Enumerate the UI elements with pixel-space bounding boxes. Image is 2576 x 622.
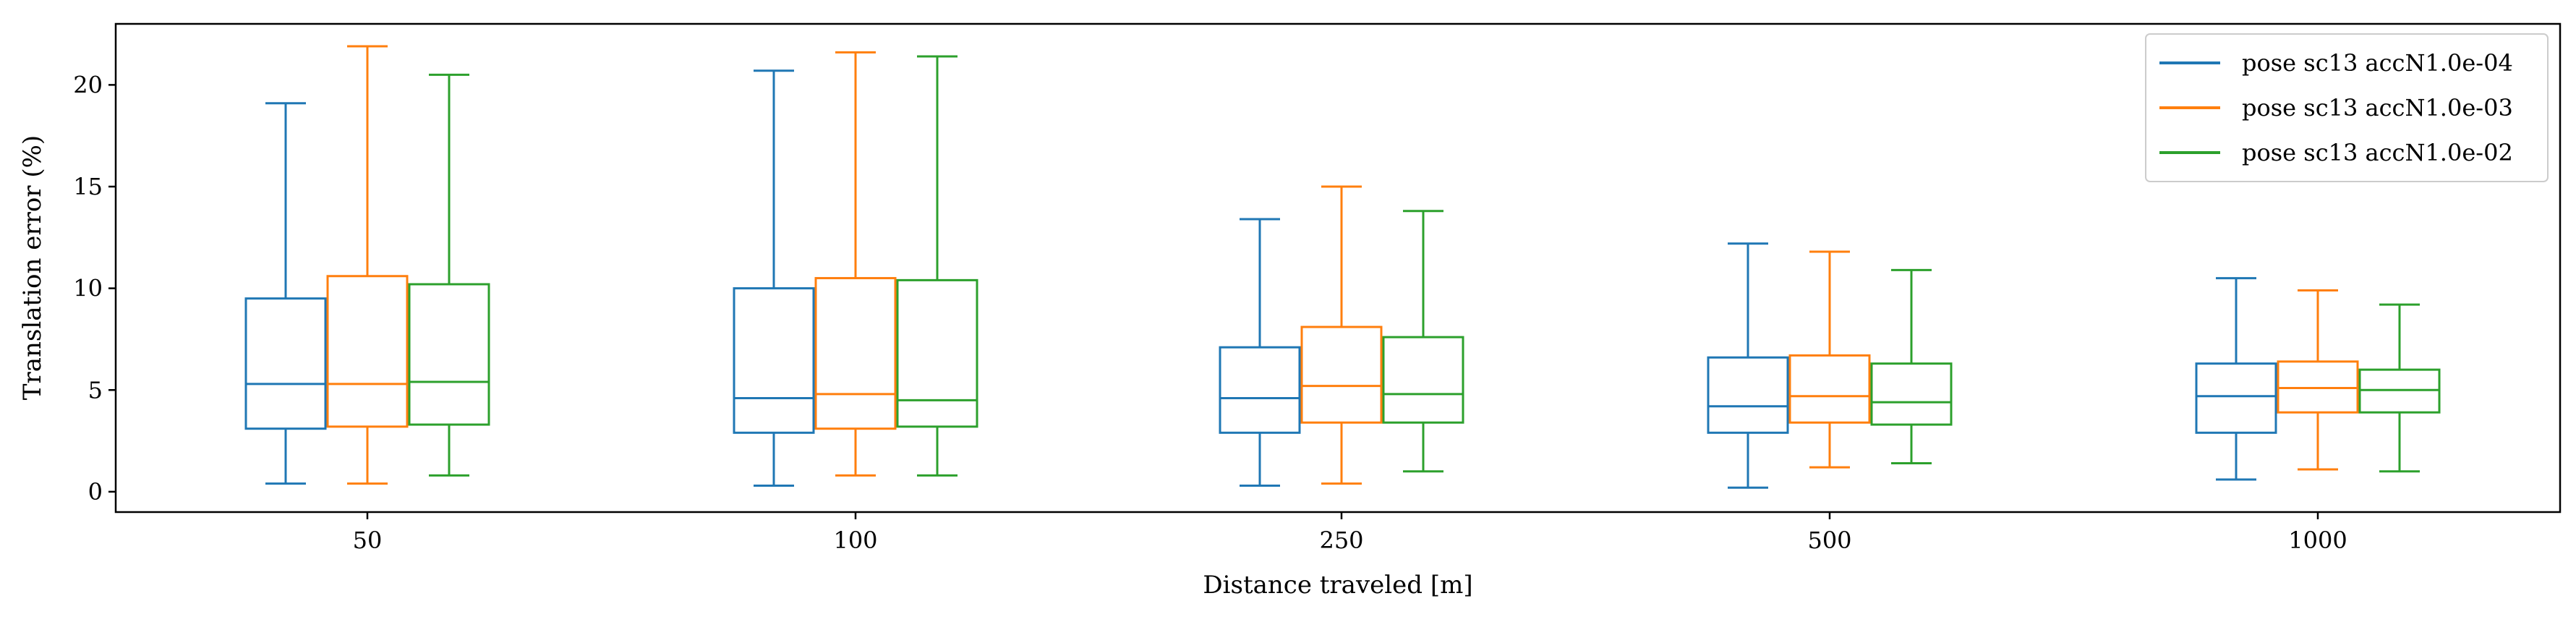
y-tick-label: 20 xyxy=(73,71,103,98)
x-tick-label: 50 xyxy=(353,527,383,554)
box-body xyxy=(1382,336,1464,424)
box-body xyxy=(244,297,327,430)
x-tick-label: 250 xyxy=(1319,527,1363,554)
x-axis-title: Distance traveled [m] xyxy=(1203,571,1472,600)
y-tick-label: 10 xyxy=(73,275,103,302)
legend-label: pose sc13 accN1.0e-02 xyxy=(2242,139,2513,166)
box-body xyxy=(408,283,490,426)
legend: pose sc13 accN1.0e-04 pose sc13 accN1.0e-… xyxy=(2145,33,2549,182)
box-body xyxy=(326,275,409,428)
legend-frame xyxy=(2145,33,2549,182)
box-element xyxy=(1219,218,1301,487)
box-body xyxy=(2195,362,2277,434)
y-tick-label: 15 xyxy=(73,173,103,200)
box-body xyxy=(1707,356,1789,434)
legend-item: pose sc13 accN1.0e-04 xyxy=(2159,49,2513,77)
x-tick-label: 1000 xyxy=(2288,527,2347,554)
box-body xyxy=(896,278,978,428)
legend-label: pose sc13 accN1.0e-03 xyxy=(2242,94,2513,122)
legend-item: pose sc13 accN1.0e-02 xyxy=(2159,139,2513,166)
box-body xyxy=(1788,354,1871,424)
box-element xyxy=(733,69,815,487)
series-group xyxy=(326,45,2359,485)
box-element xyxy=(1382,210,1464,473)
box-element xyxy=(1707,242,1789,489)
box-element xyxy=(2277,289,2359,471)
box-body xyxy=(814,277,897,430)
box-element xyxy=(2195,277,2277,481)
plot-area xyxy=(244,45,2441,489)
x-tick-label: 500 xyxy=(1807,527,1851,554)
box-body xyxy=(1870,362,1953,426)
x-tick-label: 100 xyxy=(833,527,877,554)
box-element xyxy=(244,102,327,485)
box-body xyxy=(733,287,815,434)
y-axis: 0 5 10 15 20 xyxy=(73,71,116,506)
box-body xyxy=(1300,325,1383,424)
box-element xyxy=(2358,303,2441,473)
box-body xyxy=(1219,346,1301,434)
y-tick-label: 0 xyxy=(88,478,103,506)
box-element xyxy=(896,55,978,477)
legend-label: pose sc13 accN1.0e-04 xyxy=(2242,49,2513,77)
x-axis: 50 100 250 500 1000 xyxy=(353,512,2347,554)
box-element xyxy=(1788,250,1871,469)
box-element xyxy=(408,73,490,477)
series-group xyxy=(408,55,2441,477)
y-tick-label: 5 xyxy=(88,376,103,404)
y-axis-title: Translation error (%) xyxy=(18,135,47,400)
series-group xyxy=(244,69,2277,489)
box-element xyxy=(326,45,409,485)
legend-item: pose sc13 accN1.0e-03 xyxy=(2159,94,2513,122)
plot-frame xyxy=(114,22,2562,514)
box-element xyxy=(1300,185,1383,485)
box-element xyxy=(814,51,897,477)
box-element xyxy=(1870,268,1953,464)
